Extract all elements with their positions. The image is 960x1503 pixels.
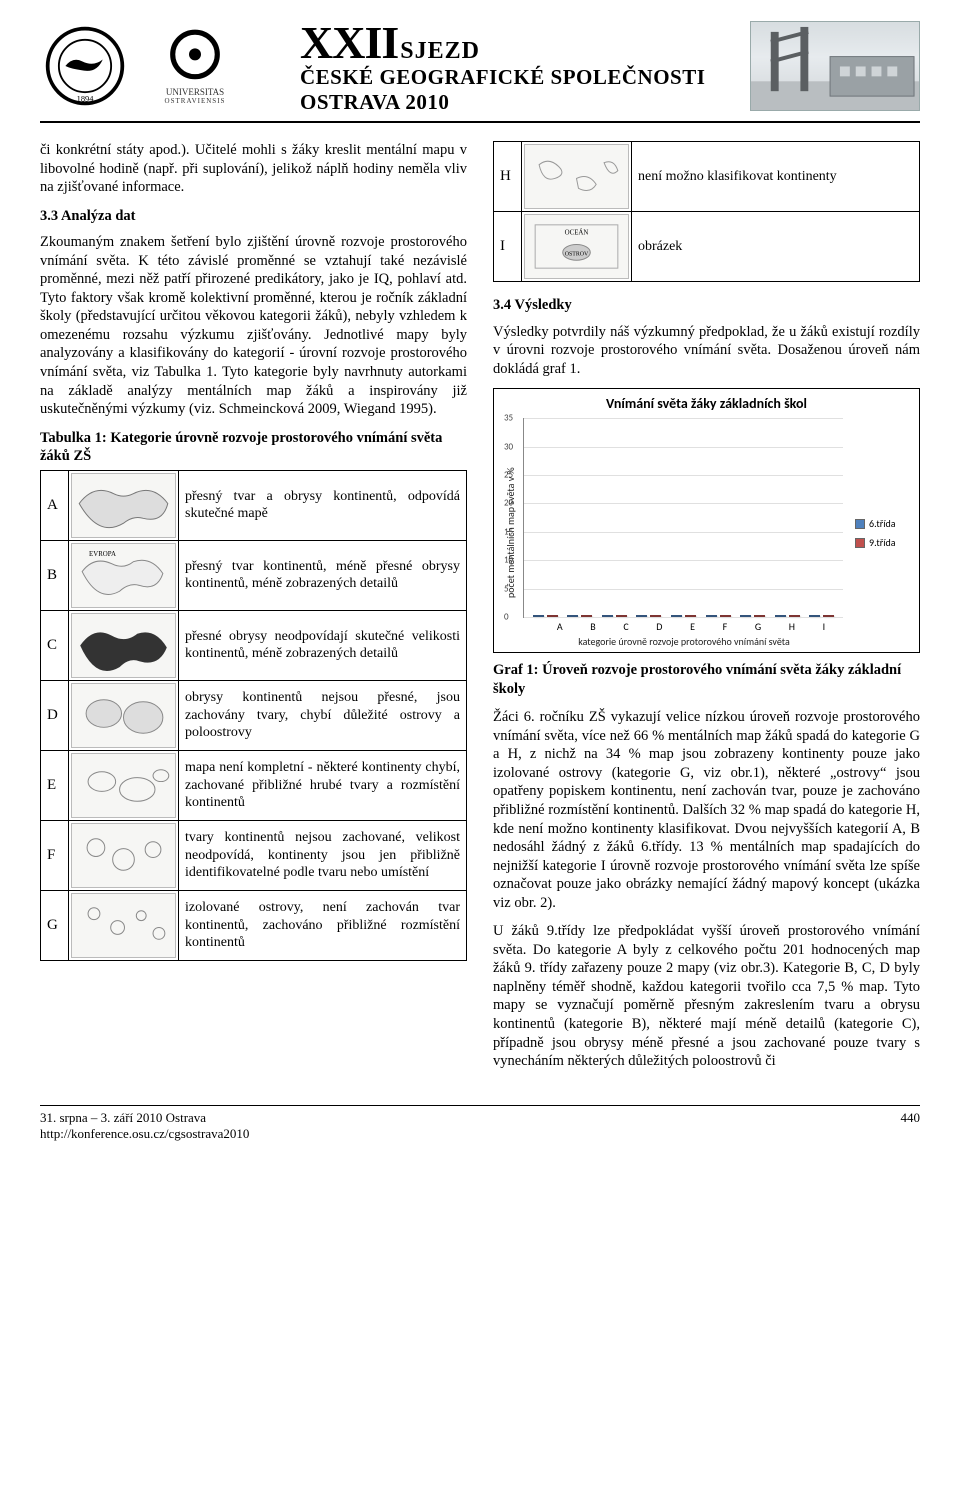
chart-y-tick: 0 [504, 612, 509, 623]
cat-thumb [69, 890, 179, 960]
legend-item: 9.třída [855, 536, 911, 549]
left-column: či konkrétní státy apod.). Učitelé mohli… [40, 141, 467, 1081]
chart-y-tick: 5 [504, 583, 509, 594]
chart-x-tick: G [755, 620, 761, 633]
page-footer: 31. srpna – 3. září 2010 Ostrava http://… [40, 1105, 920, 1142]
banner-roman: XXII [300, 17, 398, 68]
chart-y-tick: 20 [504, 498, 513, 509]
cat-key: E [41, 750, 69, 820]
chart-x-tick: F [723, 620, 728, 633]
chart-x-tick: I [823, 620, 826, 633]
logo-universitas-text2: OSTRAVIENSIS [165, 97, 226, 105]
cat-thumb: EVROPA [69, 540, 179, 610]
heading-3-3: 3.3 Analýza dat [40, 207, 467, 226]
logo-universitas-text1: UNIVERSITAS [166, 87, 224, 97]
banner-title-block: XXIISJEZD ČESKÉ GEOGRAFICKÉ SPOLEČNOSTI … [300, 16, 730, 115]
chart-legend: 6.třída 9.třída [849, 418, 911, 648]
table-row: I OCEÁN OSTROV obrázek [494, 212, 920, 282]
table-categories-left: Apřesný tvar a obrysy kontinentů, odpoví… [40, 470, 467, 961]
banner-photo [750, 21, 920, 111]
cat-key: H [494, 142, 522, 212]
cat-thumb [69, 820, 179, 890]
table-row: Apřesný tvar a obrysy kontinentů, odpoví… [41, 470, 467, 540]
logo-cgs: 1894 [40, 21, 130, 111]
graf1-caption: Graf 1: Úroveň rozvoje prostorového vním… [493, 661, 920, 698]
cat-key: B [41, 540, 69, 610]
table-row: Hnení možno klasifikovat kontinenty [494, 142, 920, 212]
banner-line3: OSTRAVA 2010 [300, 90, 730, 115]
left-para-2: Zkoumaným znakem šetření bylo zjištění ú… [40, 233, 467, 418]
table-row: Gizolované ostrovy, není zachován tvar k… [41, 890, 467, 960]
chart-title: Vnímání světa žáky základních škol [502, 395, 911, 412]
legend-label: 9.třída [869, 536, 896, 549]
svg-text:EVROPA: EVROPA [89, 551, 116, 558]
heading-3-4: 3.4 Výsledky [493, 296, 920, 315]
chart-plot: 05101520253035 [523, 418, 843, 618]
chart-container: Vnímání světa žáky základních škol počet… [493, 388, 920, 653]
svg-text:OSTROV: OSTROV [565, 251, 589, 257]
chart-x-label: kategorie úrovně rozvoje protorového vní… [519, 635, 849, 648]
cat-key: I [494, 212, 522, 282]
cat-thumb: OCEÁN OSTROV [522, 212, 632, 282]
cat-desc: přesný tvar kontinentů, méně přesné obry… [179, 540, 467, 610]
cat-key: A [41, 470, 69, 540]
chart-x-tick: B [590, 620, 595, 633]
table-row: Emapa není kompletní - některé kontinent… [41, 750, 467, 820]
table-row: Dobrysy kontinentů nejsou přesné, jsou z… [41, 680, 467, 750]
cat-thumb [69, 750, 179, 820]
cat-desc: přesné obrysy neodpovídají skutečné veli… [179, 610, 467, 680]
svg-text:OCEÁN: OCEÁN [565, 229, 589, 237]
cat-key: D [41, 680, 69, 750]
cat-desc: izolované ostrovy, není zachován tvar ko… [179, 890, 467, 960]
cat-key: C [41, 610, 69, 680]
chart-y-tick: 35 [504, 413, 513, 424]
cat-thumb [69, 470, 179, 540]
cat-thumb [69, 610, 179, 680]
right-para-2: Žáci 6. ročníku ZŠ vykazují velice nízko… [493, 708, 920, 912]
cat-key: F [41, 820, 69, 890]
svg-text:1894: 1894 [77, 94, 95, 103]
legend-item: 6.třída [855, 517, 911, 530]
chart-x-ticks: A B C D E F G H I [519, 618, 849, 633]
logo-universitas: UNIVERSITAS OSTRAVIENSIS [150, 21, 240, 111]
footer-url: http://konference.osu.cz/cgsostrava2010 [40, 1126, 249, 1142]
chart-x-tick: D [656, 620, 662, 633]
right-para-3: U žáků 9.třídy lze předpokládat vyšší úr… [493, 922, 920, 1070]
cat-desc: tvary kontinentů nejsou zachované, velik… [179, 820, 467, 890]
table-row: B EVROPA přesný tvar kontinentů, méně přes… [41, 540, 467, 610]
cat-desc: obrysy kontinentů nejsou přesné, jsou za… [179, 680, 467, 750]
banner-sjezd: SJEZD [400, 38, 480, 64]
footer-date: 31. srpna – 3. září 2010 Ostrava [40, 1110, 249, 1126]
legend-label: 6.třída [869, 517, 896, 530]
banner-line2: ČESKÉ GEOGRAFICKÉ SPOLEČNOSTI [300, 65, 730, 90]
chart-x-tick: E [690, 620, 695, 633]
cat-desc: obrázek [632, 212, 920, 282]
right-para-1: Výsledky potvrdily náš výzkumný předpokl… [493, 323, 920, 379]
left-para-1: či konkrétní státy apod.). Učitelé mohli… [40, 141, 467, 197]
cat-key: G [41, 890, 69, 960]
table-categories-right: Hnení možno klasifikovat kontinentyIOCEÁ… [493, 141, 920, 282]
chart-y-tick: 25 [504, 470, 513, 481]
chart-x-tick: C [623, 620, 628, 633]
chart-x-tick: H [789, 620, 795, 633]
conference-banner: 1894 UNIVERSITAS OSTRAVIENSIS XXIISJEZD … [40, 16, 920, 123]
right-column: Hnení možno klasifikovat kontinentyIOCEÁ… [493, 141, 920, 1081]
cat-desc: není možno klasifikovat kontinenty [632, 142, 920, 212]
table-row: Ftvary kontinentů nejsou zachované, veli… [41, 820, 467, 890]
chart-x-tick: A [557, 620, 563, 633]
chart-y-tick: 15 [504, 526, 513, 537]
page-number: 440 [901, 1110, 921, 1142]
cat-thumb [522, 142, 632, 212]
chart-y-tick: 10 [504, 555, 513, 566]
table-row: Cpřesné obrysy neodpovídají skutečné vel… [41, 610, 467, 680]
cat-desc: mapa není kompletní - některé kontinenty… [179, 750, 467, 820]
cat-thumb [69, 680, 179, 750]
table1-caption: Tabulka 1: Kategorie úrovně rozvoje pros… [40, 429, 467, 466]
chart-y-tick: 30 [504, 441, 513, 452]
cat-desc: přesný tvar a obrysy kontinentů, odpovíd… [179, 470, 467, 540]
